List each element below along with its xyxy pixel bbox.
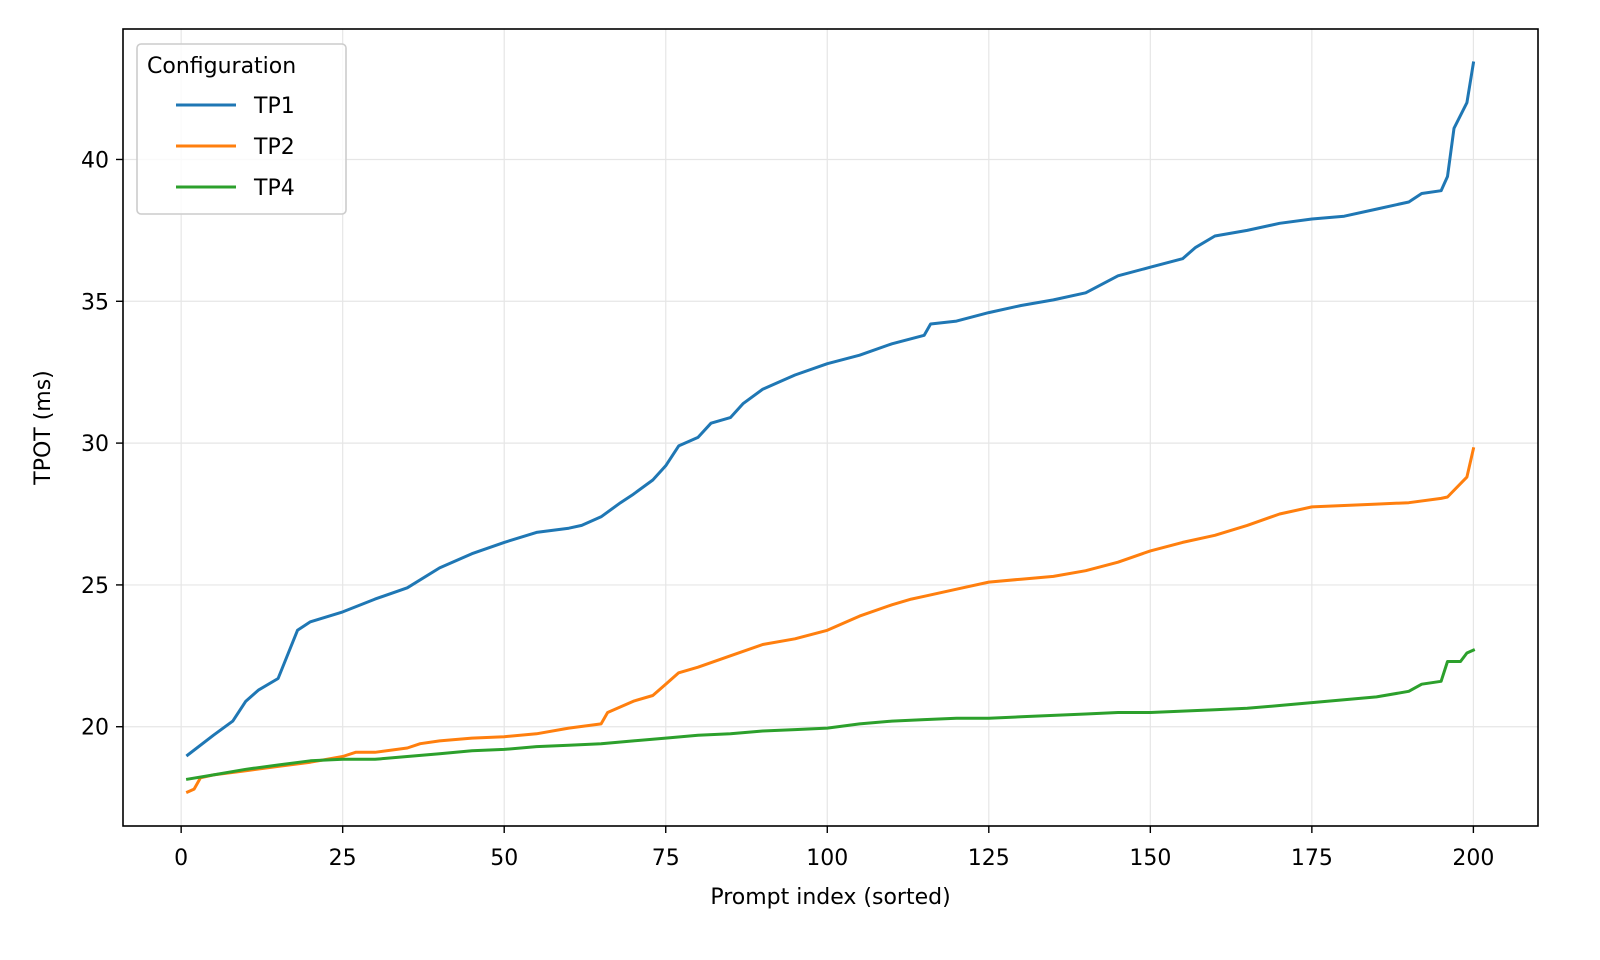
x-tick-label: 175 bbox=[1291, 846, 1333, 871]
x-tick-label: 25 bbox=[329, 846, 357, 871]
legend-box bbox=[136, 43, 347, 215]
x-axis-ticks: 0 25 50 75 100 125 150 175 200 bbox=[174, 826, 1494, 871]
series-line-tp2 bbox=[185, 447, 1476, 794]
series-layer bbox=[185, 61, 1476, 794]
x-tick-label: 150 bbox=[1129, 846, 1171, 871]
legend-label-tp2: TP2 bbox=[253, 135, 295, 160]
y-tick-label: 40 bbox=[81, 148, 109, 173]
legend-label-tp1: TP1 bbox=[253, 94, 295, 119]
series-line-tp4 bbox=[185, 648, 1476, 781]
legend-items: TP1 TP2 TP4 bbox=[176, 94, 295, 201]
x-tick-label: 200 bbox=[1452, 846, 1494, 871]
legend-label-tp4: TP4 bbox=[253, 176, 295, 201]
x-axis-title: Prompt index (sorted) bbox=[710, 885, 950, 910]
series-line-tp1 bbox=[185, 61, 1476, 758]
y-tick-label: 25 bbox=[81, 574, 109, 599]
legend: Configuration TP1 TP2 TP4 bbox=[136, 43, 347, 215]
y-axis-ticks: 20 25 30 35 40 bbox=[81, 148, 123, 741]
x-tick-label: 100 bbox=[806, 846, 848, 871]
y-tick-label: 30 bbox=[81, 432, 109, 457]
legend-title: Configuration bbox=[147, 54, 296, 79]
y-tick-label: 35 bbox=[81, 290, 109, 315]
x-tick-label: 0 bbox=[174, 846, 188, 871]
y-axis-title: TPOT (ms) bbox=[31, 370, 56, 486]
x-tick-label: 75 bbox=[652, 846, 680, 871]
plot-frame bbox=[122, 28, 1539, 827]
x-tick-label: 125 bbox=[968, 846, 1010, 871]
y-tick-label: 20 bbox=[81, 716, 109, 741]
x-tick-label: 50 bbox=[490, 846, 518, 871]
